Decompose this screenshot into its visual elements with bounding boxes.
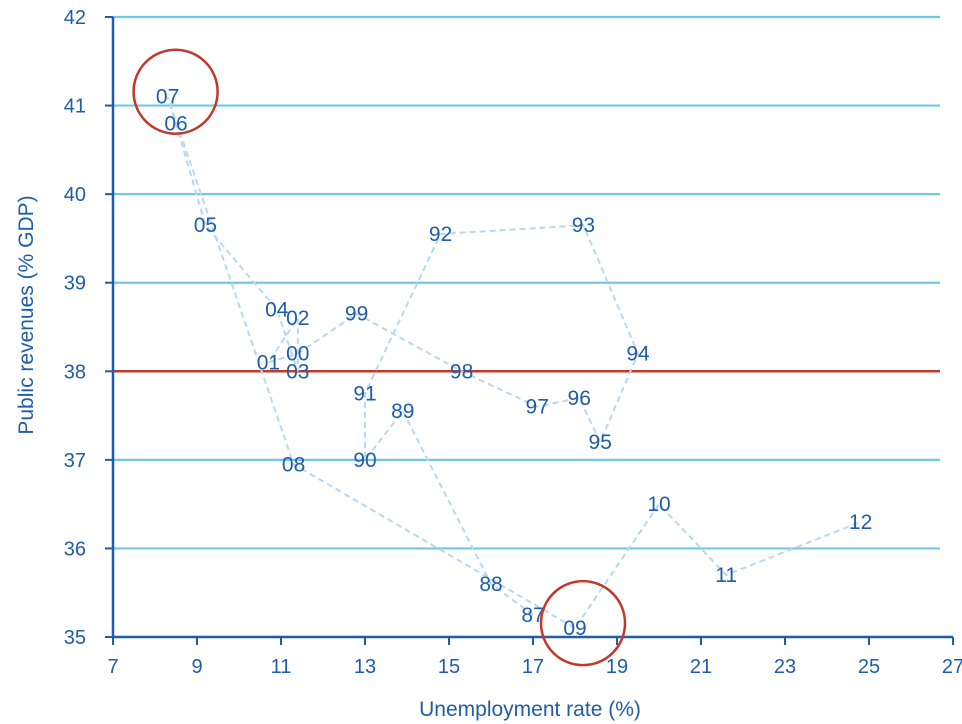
- point-label-11: 11: [715, 564, 737, 587]
- point-label-12: 12: [849, 511, 872, 534]
- point-label-07: 07: [156, 86, 179, 109]
- point-label-05: 05: [194, 214, 217, 237]
- y-tick-label-35: 35: [64, 627, 86, 649]
- x-tick-label-27: 27: [942, 656, 962, 678]
- point-label-94: 94: [626, 343, 650, 366]
- y-tick-label-39: 39: [64, 273, 86, 295]
- connecting-path: [166, 96, 861, 630]
- highlight-circle-07: [132, 48, 219, 135]
- point-label-96: 96: [568, 387, 591, 410]
- x-tick-label-23: 23: [774, 656, 796, 678]
- x-tick-label-7: 7: [107, 656, 118, 678]
- y-tick-label-38: 38: [64, 361, 86, 383]
- point-label-98: 98: [450, 360, 473, 383]
- point-label-97: 97: [526, 396, 549, 419]
- point-label-03: 03: [286, 360, 309, 383]
- x-tick-label-11: 11: [271, 656, 292, 678]
- point-label-99: 99: [345, 303, 368, 326]
- y-tick-label-42: 42: [64, 7, 86, 29]
- x-tick-label-17: 17: [522, 656, 544, 678]
- point-label-93: 93: [572, 214, 595, 237]
- x-tick-label-9: 9: [191, 656, 202, 678]
- point-label-92: 92: [429, 223, 452, 246]
- point-label-02: 02: [286, 307, 309, 330]
- y-tick-label-41: 41: [64, 96, 86, 118]
- point-label-88: 88: [479, 573, 502, 596]
- x-tick-label-21: 21: [690, 656, 712, 678]
- highlight-circles: [132, 48, 627, 667]
- tick-labels: 35 36 37 38 39 40 41 42 7 9 11 13 15 17 19 21 23 25 27: [64, 7, 962, 678]
- axes: [105, 16, 954, 645]
- y-axis-title: Public revenues (% GDP): [15, 195, 38, 434]
- x-tick-label-13: 13: [354, 656, 376, 678]
- point-label-01: 01: [257, 351, 280, 374]
- point-label-06: 06: [164, 112, 187, 135]
- point-label-08: 08: [282, 453, 305, 476]
- x-tick-label-15: 15: [438, 656, 460, 678]
- x-axis-title: Unemployment rate (%): [419, 698, 641, 721]
- point-label-87: 87: [521, 604, 544, 627]
- point-label-04: 04: [265, 298, 289, 321]
- point-label-00: 00: [286, 343, 309, 366]
- point-label-90: 90: [353, 449, 376, 472]
- y-tick-label-36: 36: [64, 538, 86, 560]
- point-label-89: 89: [391, 400, 414, 423]
- point-label-95: 95: [589, 431, 612, 454]
- series-path: [166, 96, 861, 630]
- y-tick-label-40: 40: [64, 184, 86, 206]
- y-tick-label-37: 37: [64, 450, 86, 472]
- x-tick-label-19: 19: [606, 656, 628, 678]
- highlight-circle-09: [539, 579, 627, 667]
- point-labels: 87 88 89 90 91 92 93 94 95 96 97 98 99 00 01 02 03 04 05 06…: [156, 86, 872, 640]
- x-tick-label-25: 25: [858, 656, 880, 678]
- point-label-91: 91: [353, 382, 376, 405]
- point-label-09: 09: [563, 617, 586, 640]
- grid-lines: [113, 15, 940, 550]
- point-label-10: 10: [647, 493, 670, 516]
